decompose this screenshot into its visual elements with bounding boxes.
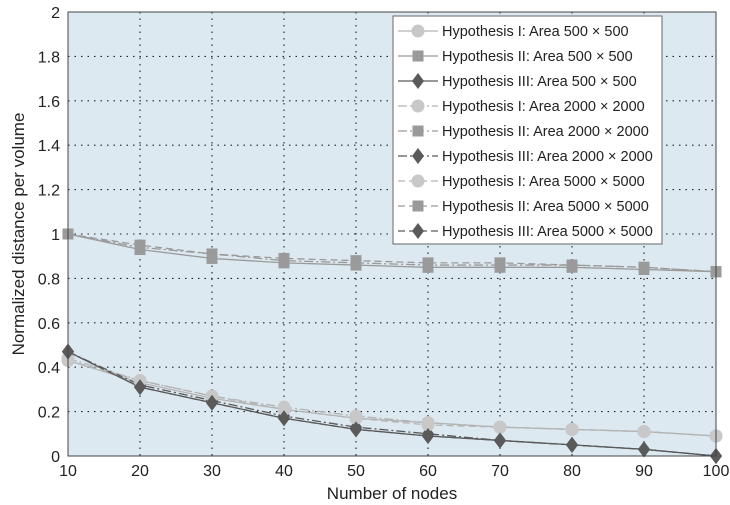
x-tick-label: 60 — [419, 463, 437, 480]
legend-label: Hypothesis II: Area 5000 × 5000 — [442, 199, 649, 215]
legend-marker — [412, 223, 424, 239]
x-tick-label: 20 — [131, 463, 149, 480]
y-tick-label: 1.8 — [38, 49, 60, 66]
series-line — [67, 233, 717, 273]
legend-item: Hypothesis I: Area 5000 × 5000 — [398, 174, 645, 190]
data-point — [493, 420, 507, 434]
y-tick-label: 1.6 — [38, 94, 60, 111]
y-tick-label: 2 — [51, 5, 60, 22]
data-point — [134, 239, 146, 251]
legend-item: Hypothesis I: Area 2000 × 2000 — [398, 99, 645, 115]
data-point — [349, 411, 363, 425]
data-point — [350, 421, 362, 438]
legend-label: Hypothesis I: Area 500 × 500 — [442, 24, 629, 40]
x-axis-ticks: 10 20 30 40 50 60 70 80 90 100 — [59, 463, 729, 480]
legend-item: Hypothesis III: Area 2000 × 2000 — [398, 148, 653, 165]
data-point — [566, 436, 578, 453]
series-line — [67, 351, 717, 457]
data-point — [494, 257, 506, 269]
data-point — [350, 255, 362, 267]
legend-label: Hypothesis II: Area 500 × 500 — [442, 49, 633, 65]
data-point — [638, 261, 650, 273]
data-point — [422, 257, 434, 269]
x-tick-label: 40 — [275, 463, 293, 480]
legend-marker — [412, 50, 424, 62]
series-9 — [62, 343, 722, 464]
x-tick-label: 80 — [563, 463, 581, 480]
legend-item: Hypothesis III: Area 5000 × 5000 — [398, 223, 653, 240]
data-point — [422, 428, 434, 445]
series-line — [67, 233, 717, 273]
legend-marker — [412, 73, 424, 89]
y-axis-label: Normalized distance per volume — [9, 113, 28, 356]
y-tick-label: 0 — [51, 449, 60, 466]
legend-item: Hypothesis II: Area 500 × 500 — [398, 49, 633, 65]
y-tick-label: 1 — [51, 227, 60, 244]
legend-label: Hypothesis I: Area 2000 × 2000 — [442, 99, 645, 115]
data-point — [206, 394, 218, 411]
y-tick-label: 0.8 — [38, 271, 60, 288]
y-tick-label: 0.6 — [38, 316, 60, 333]
y-tick-label: 1.4 — [38, 138, 60, 155]
y-tick-label: 0.4 — [38, 360, 60, 377]
legend-marker — [412, 200, 424, 212]
y-tick-label: 1.2 — [38, 183, 60, 200]
series-line — [67, 357, 717, 437]
data-point — [494, 432, 506, 449]
legend-marker — [411, 99, 425, 113]
data-point — [206, 248, 218, 260]
legend-item: Hypothesis I: Area 500 × 500 — [398, 24, 629, 40]
legend-marker — [412, 148, 424, 164]
x-tick-label: 10 — [59, 463, 77, 480]
legend-marker — [411, 174, 425, 188]
data-point — [566, 259, 578, 271]
legend-marker — [411, 24, 425, 38]
y-tick-label: 0.2 — [38, 405, 60, 422]
legend-item: Hypothesis III: Area 500 × 500 — [398, 73, 637, 90]
data-point — [638, 441, 650, 458]
legend-item: Hypothesis II: Area 2000 × 2000 — [398, 124, 649, 140]
legend-item: Hypothesis II: Area 5000 × 5000 — [398, 199, 649, 215]
y-axis-ticks: 0 0.2 0.4 0.6 0.8 1 1.2 1.4 1.6 1.8 2 — [38, 5, 60, 466]
legend-marker — [412, 125, 424, 137]
data-point — [637, 425, 651, 439]
data-point — [565, 422, 579, 436]
data-point — [278, 410, 290, 427]
legend-label: Hypothesis III: Area 5000 × 5000 — [442, 224, 653, 240]
data-point — [277, 402, 291, 416]
series-line — [67, 233, 717, 273]
data-point — [421, 418, 435, 432]
x-tick-label: 70 — [491, 463, 509, 480]
series-layer — [61, 228, 723, 464]
legend-label: Hypothesis III: Area 500 × 500 — [442, 74, 637, 90]
plot-frame — [67, 11, 717, 457]
x-tick-label: 30 — [203, 463, 221, 480]
legend-label: Hypothesis II: Area 2000 × 2000 — [442, 124, 649, 140]
series-line — [67, 359, 717, 437]
legend: Hypothesis I: Area 500 × 500 Hypothesis I… — [392, 15, 663, 245]
x-axis-label: Number of nodes — [327, 484, 457, 503]
data-point — [134, 379, 146, 396]
data-point — [278, 252, 290, 264]
legend-label: Hypothesis I: Area 5000 × 5000 — [442, 174, 645, 190]
x-tick-label: 50 — [347, 463, 365, 480]
x-tick-label: 90 — [635, 463, 653, 480]
legend-label: Hypothesis III: Area 2000 × 2000 — [442, 149, 653, 165]
x-tick-label: 100 — [703, 463, 730, 480]
